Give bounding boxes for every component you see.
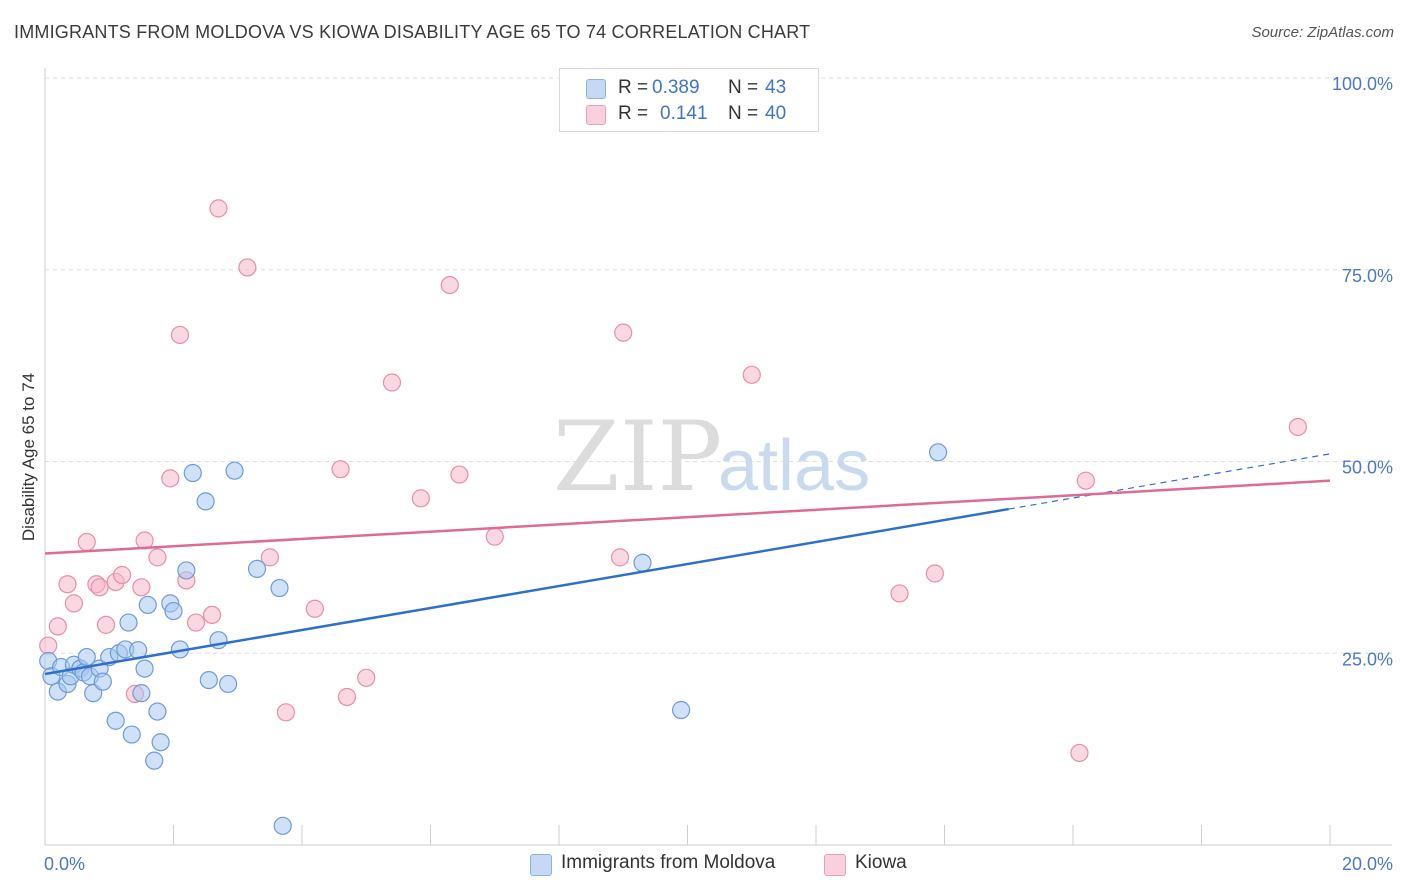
- moldova-point: [633, 553, 652, 572]
- moldova-point: [270, 578, 289, 598]
- moldova-point: [164, 601, 183, 621]
- moldova-point: [247, 559, 267, 578]
- y-axis-label: Disability Age 65 to 74: [19, 373, 38, 541]
- kiowa-point: [1076, 471, 1095, 490]
- x-tick-label: 0.0%: [44, 854, 85, 874]
- watermark: ZIP atlas: [553, 401, 870, 513]
- watermark-zip: ZIP: [553, 401, 722, 513]
- y-tick-label: 100.0%: [1332, 74, 1393, 94]
- legend-r-label: R =: [618, 103, 649, 124]
- legend-swatch-blue: [586, 79, 606, 99]
- moldova-point: [225, 461, 244, 480]
- kiowa-point: [742, 365, 761, 384]
- kiowa-point: [382, 373, 402, 392]
- kiowa-point: [357, 668, 376, 687]
- kiowa-point: [132, 578, 151, 597]
- kiowa-point: [485, 527, 504, 546]
- y-tick-label: 50.0%: [1342, 458, 1393, 478]
- legend-n-label: N =: [728, 77, 759, 98]
- moldova-point: [199, 670, 218, 690]
- moldova-point: [106, 711, 125, 730]
- kiowa-point: [48, 617, 67, 636]
- x-tick-labels: 0.0% 20.0%: [44, 854, 1393, 874]
- watermark-atlas: atlas: [718, 426, 870, 506]
- kiowa-trend-line: [44, 479, 1331, 555]
- kiowa-point: [1288, 417, 1307, 437]
- kiowa-point: [209, 199, 228, 218]
- kiowa-point: [276, 703, 296, 722]
- legend-r-value: 0.389: [652, 77, 700, 98]
- moldova-trend-line: [44, 507, 1009, 676]
- legend-n-label: N =: [728, 103, 759, 124]
- kiowa-point: [1070, 743, 1089, 763]
- moldova-point: [671, 700, 691, 720]
- kiowa-point: [610, 548, 630, 567]
- legend-row-kiowa: R = 0.141 N = 40: [560, 101, 818, 129]
- moldova-point: [177, 561, 196, 580]
- legend-label-moldova: Immigrants from Moldova: [561, 852, 776, 873]
- legend-row-moldova: R = 0.389 N = 43: [560, 75, 818, 103]
- kiowa-point: [161, 469, 180, 488]
- legend-swatch-pink: [586, 105, 606, 125]
- kiowa-point: [58, 575, 77, 594]
- legend-n-value: 40: [765, 103, 787, 124]
- kiowa-point: [64, 594, 84, 613]
- moldova-trend-extension: [1008, 453, 1331, 510]
- kiowa-point: [148, 548, 167, 567]
- moldova-point: [93, 672, 112, 691]
- kiowa-point: [440, 275, 459, 295]
- moldova-point: [145, 751, 164, 770]
- kiowa-point: [238, 258, 257, 277]
- axes: [44, 68, 1392, 846]
- y-tick-labels: 25.0% 50.0% 75.0% 100.0%: [1332, 74, 1393, 669]
- legend-label-kiowa: Kiowa: [855, 852, 907, 873]
- kiowa-point: [112, 565, 132, 585]
- kiowa-point: [90, 578, 109, 597]
- kiowa-point: [450, 465, 469, 484]
- moldova-point: [196, 492, 215, 511]
- moldova-point: [183, 463, 202, 483]
- moldova-point: [928, 443, 948, 462]
- moldova-point: [132, 684, 151, 703]
- kiowa-point: [614, 323, 633, 342]
- kiowa-point: [77, 532, 96, 552]
- kiowa-point: [186, 613, 206, 632]
- kiowa-point: [260, 548, 279, 567]
- kiowa-points: [39, 199, 1307, 763]
- y-tick-label: 25.0%: [1342, 649, 1393, 669]
- kiowa-point: [890, 584, 909, 603]
- moldova-point: [219, 674, 238, 694]
- kiowa-point: [305, 599, 324, 618]
- kiowa-point: [96, 615, 116, 634]
- chart-title: IMMIGRANTS FROM MOLDOVA VS KIOWA DISABIL…: [14, 22, 811, 42]
- moldova-point: [148, 702, 167, 721]
- grid-lines: [45, 77, 1392, 654]
- legend-r-value: 0.141: [660, 103, 708, 124]
- source-label: Source: ZipAtlas.com: [1251, 24, 1394, 41]
- kiowa-point: [331, 460, 350, 479]
- kiowa-point: [337, 687, 357, 707]
- moldova-point: [138, 595, 157, 615]
- x-tick-label: 20.0%: [1342, 854, 1393, 874]
- legend-swatch-moldova: [530, 854, 552, 876]
- moldova-point: [273, 816, 292, 835]
- kiowa-point: [202, 605, 222, 625]
- moldova-point: [135, 659, 154, 678]
- moldova-point: [119, 613, 138, 632]
- moldova-point: [122, 725, 141, 744]
- trend-lines: [44, 453, 1331, 676]
- kiowa-point: [39, 636, 58, 655]
- kiowa-point: [170, 325, 190, 345]
- kiowa-point: [411, 489, 430, 508]
- stats-legend: R = 0.389 N = 43 R = 0.141 N = 40: [559, 68, 819, 132]
- legend-n-value: 43: [765, 77, 787, 98]
- legend-r-label: R =: [618, 77, 649, 98]
- legend-swatch-kiowa: [824, 854, 846, 876]
- y-tick-label: 75.0%: [1342, 266, 1393, 286]
- kiowa-point: [925, 564, 944, 583]
- moldova-point: [151, 733, 170, 752]
